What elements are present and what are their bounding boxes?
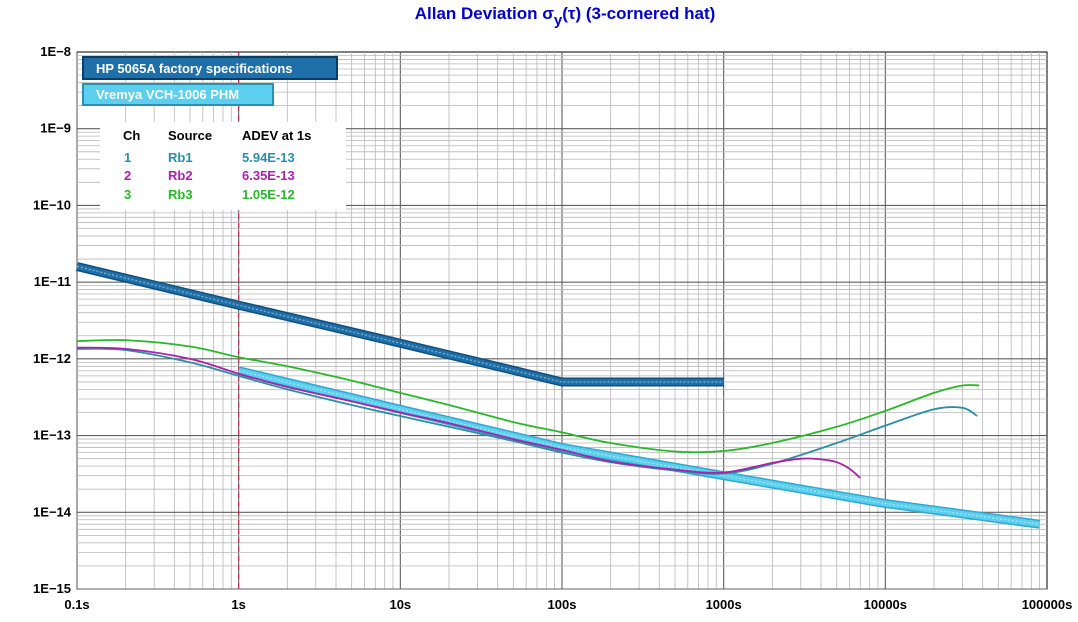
- y-tick-label: 1E−12: [33, 351, 71, 366]
- table-row-3-source: Rb3: [168, 187, 193, 202]
- x-tick-label: 10000s: [864, 597, 907, 612]
- x-tick-label: 100000s: [1022, 597, 1073, 612]
- legend-box-vremya: [82, 83, 274, 106]
- x-tick-label: 1000s: [706, 597, 742, 612]
- table-header-source: Source: [168, 128, 212, 143]
- reference-curve-fill: [238, 367, 1040, 528]
- reference-curve-fill: [76, 263, 724, 385]
- x-tick-label: 1s: [231, 597, 245, 612]
- table-row-2-ch: 2: [124, 168, 131, 183]
- reference-curve-hp5065a: [75, 262, 724, 387]
- series-line-rb2: [76, 346, 861, 479]
- chart-title-main: Allan Deviation σ: [415, 4, 555, 23]
- table-row-1-ch: 1: [124, 150, 131, 165]
- y-tick-label: 1E−15: [33, 581, 71, 596]
- y-tick-label: 1E−9: [40, 121, 71, 136]
- legend: HP 5065A factory specifications Vremya V…: [82, 56, 338, 106]
- table-row-2-adev: 6.35E-13: [242, 168, 295, 183]
- legend-box-hp5065a: [82, 56, 338, 80]
- channel-table-background: [100, 122, 346, 210]
- series-line-rb3: [76, 339, 980, 454]
- table-row-3-ch: 3: [124, 187, 131, 202]
- y-tick-label: 1E−14: [33, 504, 72, 519]
- chart-title-rest: (τ) (3-cornered hat): [562, 4, 715, 23]
- axis-tick-labels: 0.1s 1s 10s 100s 1000s 10000s 100000s 1E−8 1E−9 1…: [33, 44, 1072, 612]
- y-tick-label: 1E−13: [33, 428, 71, 443]
- reference-curve-hatch: [76, 265, 724, 383]
- x-tick-label: 100s: [548, 597, 577, 612]
- data-series: [76, 339, 980, 479]
- legend-label-vremya: Vremya VCH-1006 PHM: [96, 87, 239, 102]
- table-row-1-source: Rb1: [168, 150, 193, 165]
- table-row-1-adev: 5.94E-13: [242, 150, 295, 165]
- chart-title-subscript: y: [554, 12, 563, 29]
- legend-label-hp5065a: HP 5065A factory specifications: [96, 61, 293, 76]
- x-tick-label: 10s: [389, 597, 411, 612]
- reference-curve-vremya: [237, 366, 1041, 529]
- series-line-rb1: [76, 347, 978, 475]
- reference-curves: [75, 262, 1041, 529]
- y-tick-label: 1E−8: [40, 44, 71, 59]
- channel-table: Ch Source ADEV at 1s 1 Rb1 5.94E-13 2 Rb…: [100, 122, 346, 210]
- table-header-ch: Ch: [123, 128, 140, 143]
- y-tick-label: 1E−10: [33, 197, 71, 212]
- table-header-adev: ADEV at 1s: [242, 128, 311, 143]
- y-tick-label: 1E−11: [34, 274, 71, 289]
- table-row-2-source: Rb2: [168, 168, 193, 183]
- chart-title: Allan Deviation σy(τ) (3-cornered hat): [415, 4, 716, 29]
- x-tick-label: 0.1s: [64, 597, 89, 612]
- table-row-3-adev: 1.05E-12: [242, 187, 295, 202]
